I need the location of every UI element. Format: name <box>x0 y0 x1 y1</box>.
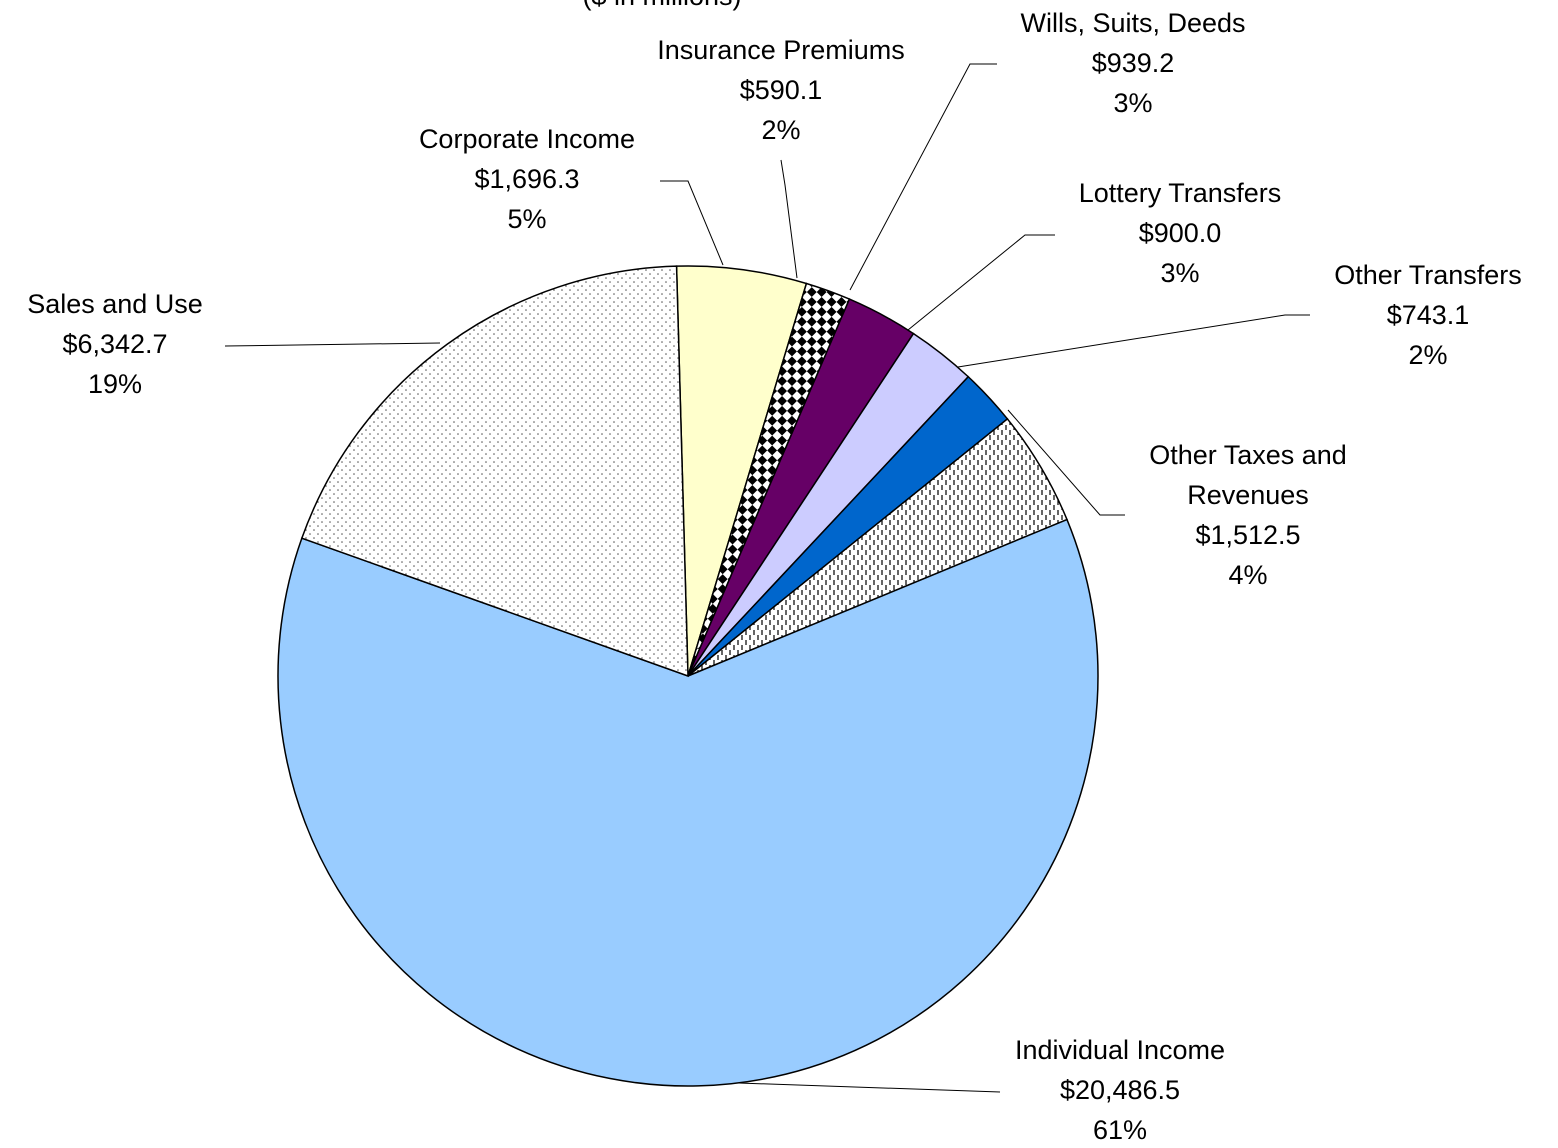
percent-label: 61% <box>1093 1115 1147 1145</box>
percent-label: 2% <box>1408 340 1447 370</box>
category-label: Other Taxes and Revenues <box>1149 440 1347 510</box>
percent-label: 5% <box>507 204 546 234</box>
value-label: $6,342.7 <box>62 329 167 359</box>
category-label: Corporate Income <box>419 124 635 154</box>
percent-label: 2% <box>761 115 800 145</box>
category-label: Individual Income <box>1015 1035 1225 1065</box>
category-label: Insurance Premiums <box>657 35 905 65</box>
category-label: Wills, Suits, Deeds <box>1020 8 1245 38</box>
value-label: $20,486.5 <box>1060 1075 1180 1105</box>
value-label: $743.1 <box>1387 300 1470 330</box>
value-label: $939.2 <box>1092 48 1175 78</box>
leader-line <box>907 234 1055 331</box>
pie-slice <box>277 518 1099 1087</box>
category-label: Sales and Use <box>27 289 203 319</box>
pie-slice <box>300 265 689 678</box>
leader-line <box>709 1081 1001 1093</box>
leader-line <box>224 342 441 347</box>
category-label: Lottery Transfers <box>1079 178 1282 208</box>
percent-label: 3% <box>1113 88 1152 118</box>
slices <box>277 265 1099 1087</box>
leader-line <box>957 314 1310 368</box>
value-label: $900.0 <box>1139 218 1222 248</box>
value-label: $590.1 <box>740 75 823 105</box>
leader-line <box>1007 409 1125 516</box>
category-label: Other Transfers <box>1334 260 1522 290</box>
leader-line <box>849 63 997 291</box>
value-label: $1,696.3 <box>474 164 579 194</box>
chart-subtitle: ($ in millions) <box>582 0 741 11</box>
value-label: $1,512.5 <box>1195 520 1300 550</box>
leader-line <box>660 180 724 266</box>
percent-label: 3% <box>1160 258 1199 288</box>
percent-label: 4% <box>1228 560 1267 590</box>
leader-lines <box>224 63 1310 1093</box>
leader-line <box>780 159 798 279</box>
percent-label: 19% <box>88 369 142 399</box>
